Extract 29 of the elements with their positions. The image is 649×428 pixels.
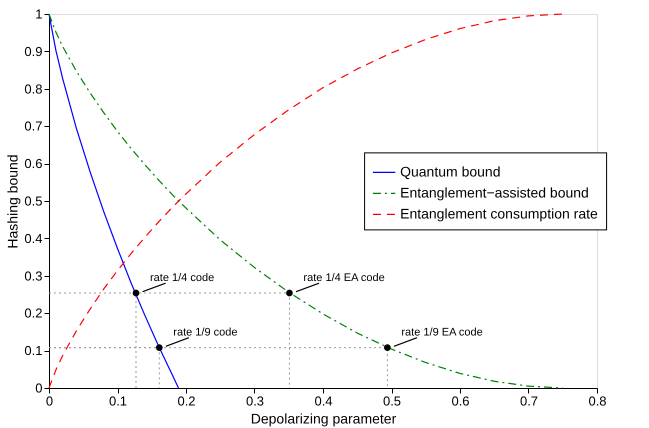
legend-label: Quantum bound xyxy=(400,163,501,180)
x-axis-title: Depolarizing parameter xyxy=(250,410,397,426)
x-tick-label: 0.2 xyxy=(177,394,196,408)
y-tick-label: 0.6 xyxy=(24,156,42,172)
legend-label: Entanglement−assisted bound xyxy=(400,184,589,200)
y-tick-label: 0.3 xyxy=(24,268,42,284)
annotation: rate 1/4 code xyxy=(150,272,214,284)
y-tick-label: 0.8 xyxy=(24,81,42,96)
y-tick-label: 0.5 xyxy=(24,194,42,208)
annotation: rate 1/4 EA code xyxy=(303,272,385,284)
y-tick-label: 0.1 xyxy=(24,343,42,358)
x-tick-label: 0.7 xyxy=(520,394,538,408)
y-tick-label: 0 xyxy=(35,380,42,396)
y-axis-title: Hashing bound xyxy=(4,154,20,249)
x-tick-label: 0.1 xyxy=(108,394,128,408)
x-tick-label: 0.8 xyxy=(588,394,607,408)
annotation: rate 1/9 code xyxy=(173,326,238,339)
y-tick-label: 1 xyxy=(35,6,42,22)
x-tick-label: 0.4 xyxy=(314,394,333,408)
annotation: rate 1/9 EA code xyxy=(401,326,483,339)
x-tick-label: 0.5 xyxy=(382,394,402,408)
legend-label: Entanglement consumption rate xyxy=(400,205,598,222)
y-tick-label: 0.4 xyxy=(24,230,42,246)
y-tick-label: 0.2 xyxy=(24,306,42,321)
y-tick-label: 0.9 xyxy=(24,44,42,59)
x-tick-label: 0.6 xyxy=(451,394,470,408)
y-tick-label: 0.7 xyxy=(24,118,42,134)
x-tick-label: 0 xyxy=(46,394,54,408)
x-tick-label: 0.3 xyxy=(246,394,264,408)
